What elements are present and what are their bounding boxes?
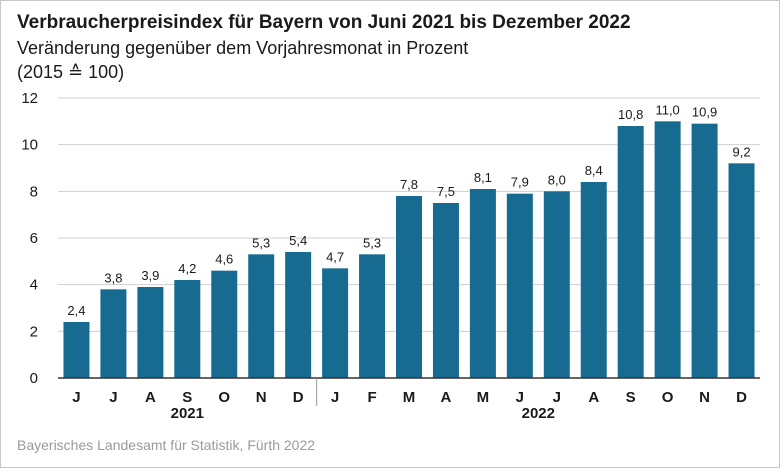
x-tick-label: S — [182, 389, 192, 406]
bar — [63, 322, 90, 378]
bar — [211, 270, 238, 378]
chart-subtitle-line2: (2015 ≙ 100) — [17, 62, 125, 82]
bar — [137, 287, 164, 378]
bar — [396, 196, 422, 378]
y-tick-label: 6 — [30, 230, 38, 247]
bar — [691, 123, 718, 379]
x-tick-label: J — [331, 389, 339, 406]
bar-value-label: 3,9 — [141, 268, 159, 283]
bar — [506, 193, 533, 378]
x-tick-label: J — [109, 389, 117, 406]
x-tick-label: N — [699, 389, 710, 406]
x-tick-label: J — [553, 389, 561, 406]
bar-value-label: 8,1 — [474, 170, 492, 185]
bar-value-label: 5,3 — [363, 235, 381, 250]
chart-subtitle-line1: Veränderung gegenüber dem Vorjahresmonat… — [17, 38, 469, 58]
bar — [728, 163, 755, 378]
bar-value-label: 7,9 — [511, 175, 529, 190]
bar — [469, 189, 496, 378]
bar-value-label: 11,0 — [655, 102, 679, 117]
bar-value-label: 10,9 — [692, 105, 717, 120]
bar-value-label: 10,8 — [618, 107, 643, 122]
bar-value-label: 7,5 — [437, 184, 455, 199]
x-tick-label: O — [218, 389, 230, 406]
y-tick-label: 4 — [30, 277, 38, 294]
bar-value-label: 5,4 — [289, 233, 307, 248]
bar — [359, 254, 386, 378]
source-note: Bayerisches Landesamt für Statistik, Für… — [17, 437, 316, 453]
x-tick-label: J — [516, 389, 524, 406]
bar-value-label: 5,3 — [252, 235, 270, 250]
x-tick-label: M — [477, 389, 490, 406]
x-tick-label: A — [588, 389, 599, 406]
x-tick-label: D — [736, 389, 747, 406]
bar-value-label: 9,2 — [732, 144, 750, 159]
y-tick-label: 10 — [21, 137, 38, 154]
bar — [285, 252, 312, 378]
bar — [174, 280, 201, 378]
chart-subtitle: Veränderung gegenüber dem Vorjahresmonat… — [17, 36, 468, 84]
y-tick-label: 2 — [30, 323, 38, 340]
bar-value-label: 4,6 — [215, 252, 233, 267]
x-tick-label: F — [367, 389, 376, 406]
y-tick-label: 8 — [30, 183, 38, 200]
x-tick-label: A — [145, 389, 156, 406]
bar-value-label: 7,8 — [400, 177, 418, 192]
year-label: 2021 — [171, 405, 204, 422]
x-tick-label: M — [403, 389, 416, 406]
bar-value-label: 4,2 — [178, 261, 196, 276]
bar-value-label: 8,4 — [585, 163, 603, 178]
bar — [617, 126, 644, 378]
x-tick-label: J — [72, 389, 80, 406]
bar — [543, 191, 570, 378]
y-tick-label: 0 — [30, 370, 38, 387]
y-tick-label: 12 — [21, 90, 38, 107]
bar — [322, 268, 349, 378]
x-tick-label: N — [256, 389, 267, 406]
bar-value-label: 8,0 — [548, 172, 566, 187]
bar — [100, 289, 127, 378]
bar — [654, 121, 681, 378]
bar — [432, 203, 459, 378]
year-label: 2022 — [522, 405, 555, 422]
x-tick-label: A — [441, 389, 452, 406]
bar-value-label: 4,7 — [326, 249, 344, 264]
x-tick-label: S — [626, 389, 636, 406]
bar-value-label: 2,4 — [67, 303, 85, 318]
bar — [580, 182, 607, 378]
chart-title: Verbraucherpreisindex für Bayern von Jun… — [17, 12, 631, 33]
x-tick-label: O — [662, 389, 674, 406]
x-tick-label: D — [293, 389, 304, 406]
bar-value-label: 3,8 — [104, 270, 122, 285]
bar — [248, 254, 275, 378]
